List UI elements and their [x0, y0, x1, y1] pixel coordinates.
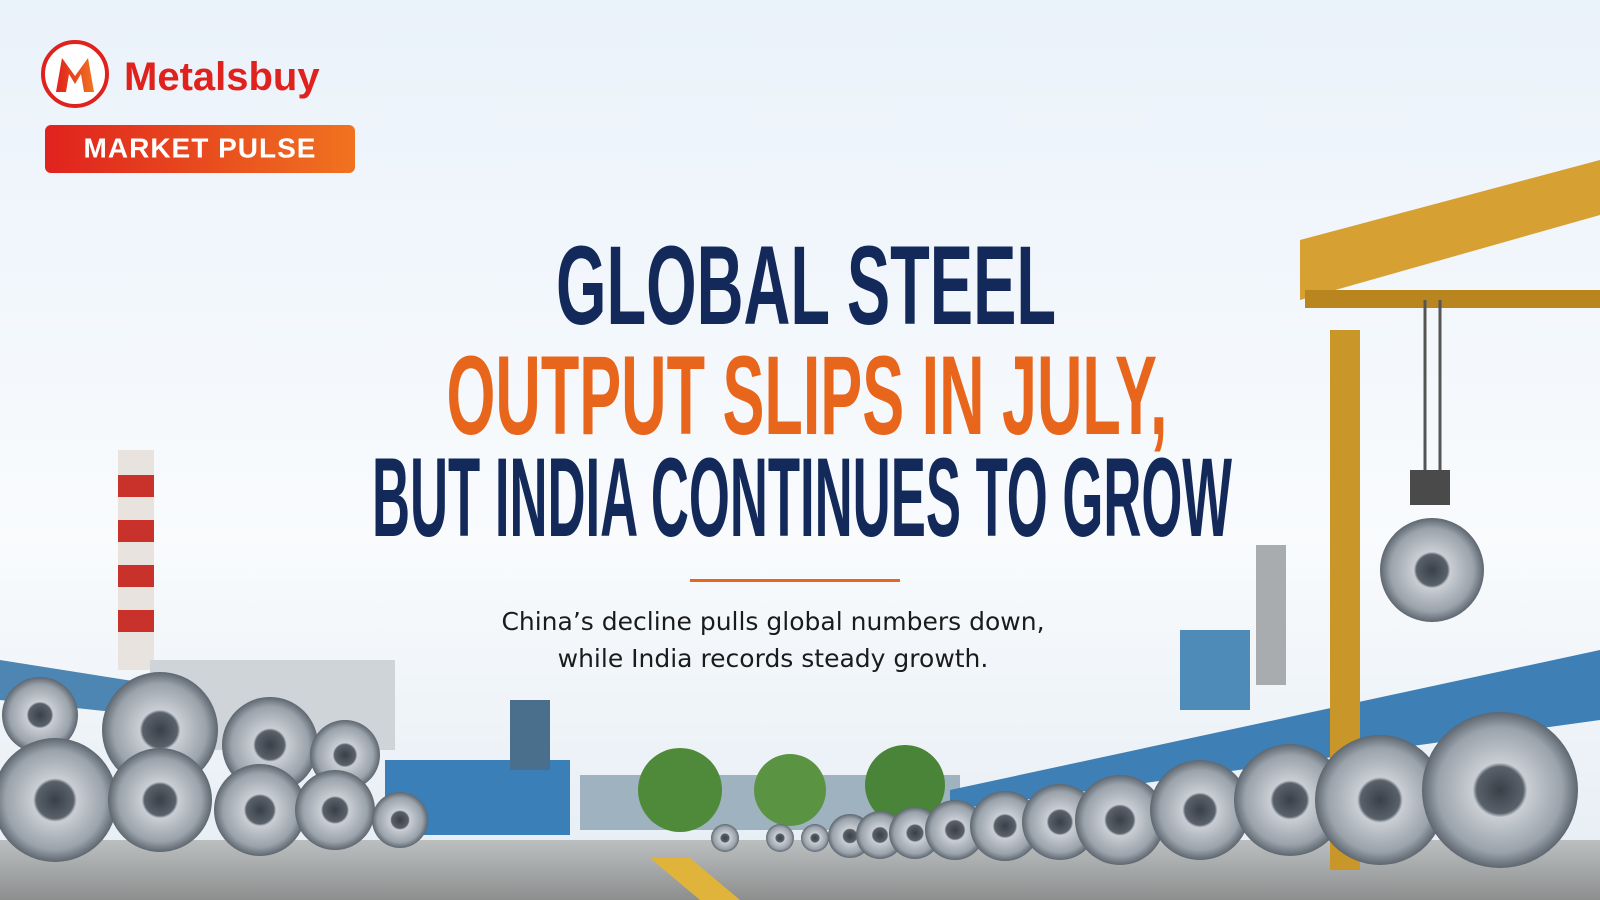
- logo: Metalsbuy MARKET PULSE: [41, 40, 355, 173]
- subtitle-line: while India records steady growth.: [558, 644, 989, 673]
- headline-line: BUT INDIA CONTINUES TO GROW: [372, 435, 1232, 560]
- headline-line: GLOBAL STEEL: [556, 223, 1056, 348]
- subtitle-line: China’s decline pulls global numbers dow…: [501, 607, 1044, 636]
- headline-line: OUTPUT SLIPS IN JULY,: [447, 333, 1168, 458]
- divider: [690, 579, 900, 582]
- badge-label: MARKET PULSE: [84, 132, 317, 163]
- brand-name: Metalsbuy: [124, 55, 320, 99]
